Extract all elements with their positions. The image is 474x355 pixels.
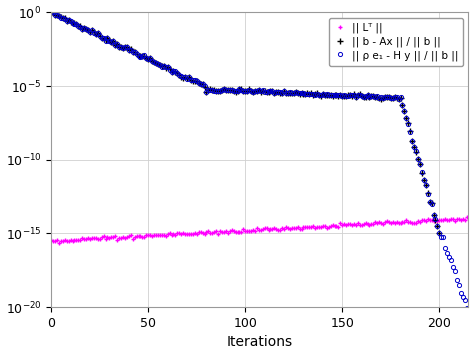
|| ρ e₁ - H y || / || b || bbox=[365, 93, 370, 97]
X-axis label: Iterations: Iterations bbox=[227, 335, 293, 349]
|| Lᵀ || bbox=[48, 238, 54, 242]
|| b - Ax || / || b || bbox=[52, 13, 58, 17]
Line: || b - Ax || / || b ||: || b - Ax || / || b || bbox=[48, 9, 442, 236]
|| ρ e₁ - H y || / || b || bbox=[101, 36, 107, 40]
|| ρ e₁ - H y || / || b || bbox=[50, 10, 56, 14]
|| ρ e₁ - H y || / || b || bbox=[194, 79, 200, 83]
|| b - Ax || / || b || bbox=[437, 231, 442, 235]
|| Lᵀ || bbox=[56, 241, 62, 245]
|| b - Ax || / || b || bbox=[85, 28, 91, 32]
|| Lᵀ || bbox=[101, 234, 107, 238]
|| b - Ax || / || b || bbox=[213, 89, 219, 93]
|| Lᵀ || bbox=[365, 222, 370, 226]
|| Lᵀ || bbox=[464, 215, 469, 220]
|| b - Ax || / || b || bbox=[50, 10, 56, 14]
|| Lᵀ || bbox=[169, 233, 174, 237]
|| b - Ax || / || b || bbox=[48, 10, 54, 14]
Line: || ρ e₁ - H y || / || b ||: || ρ e₁ - H y || / || b || bbox=[49, 10, 469, 310]
Legend: || Lᵀ ||, || b - Ax || / || b ||, || ρ e₁ - H y || / || b ||: || Lᵀ ||, || b - Ax || / || b ||, || ρ e… bbox=[328, 17, 463, 66]
|| Lᵀ || bbox=[215, 231, 221, 236]
|| ρ e₁ - H y || / || b || bbox=[73, 22, 79, 26]
|| ρ e₁ - H y || / || b || bbox=[169, 70, 174, 74]
Line: || Lᵀ ||: || Lᵀ || bbox=[49, 215, 469, 245]
|| Lᵀ || bbox=[194, 231, 200, 236]
|| Lᵀ || bbox=[73, 238, 79, 242]
|| ρ e₁ - H y || / || b || bbox=[464, 306, 469, 310]
|| ρ e₁ - H y || / || b || bbox=[215, 89, 221, 93]
|| ρ e₁ - H y || / || b || bbox=[48, 10, 54, 15]
|| b - Ax || / || b || bbox=[405, 121, 411, 125]
|| b - Ax || / || b || bbox=[192, 78, 198, 83]
|| b - Ax || / || b || bbox=[260, 89, 265, 93]
